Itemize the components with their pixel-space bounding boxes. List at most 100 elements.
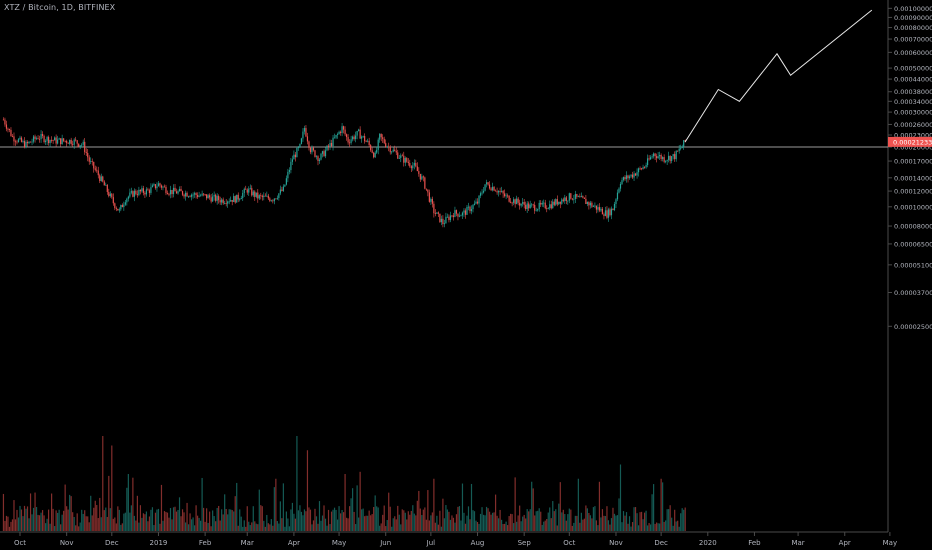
volume-bar	[332, 509, 334, 531]
volume-bar	[570, 509, 572, 531]
candle-body	[73, 139, 75, 145]
volume-bar	[580, 512, 582, 531]
volume-bar	[132, 477, 134, 531]
candle-body	[117, 208, 119, 211]
volume-bar	[403, 510, 405, 531]
y-tick-label: 0.00060000	[894, 49, 932, 57]
volume-bar	[28, 518, 30, 531]
volume-bar	[108, 475, 110, 531]
volume-bar	[380, 523, 382, 531]
volume-bar	[470, 483, 473, 531]
volume-bar	[207, 522, 209, 531]
candle-body	[493, 186, 495, 191]
x-tick-label: Mar	[241, 539, 254, 547]
volume-bar	[391, 526, 393, 531]
candle-body	[5, 124, 8, 129]
candle-body	[431, 198, 433, 204]
candle-body	[224, 203, 226, 204]
candle-body	[335, 134, 337, 138]
candle-body	[507, 195, 509, 197]
candle-body	[475, 201, 477, 204]
candle-body	[460, 215, 462, 217]
volume-bar	[576, 515, 578, 531]
candle-body	[359, 129, 361, 139]
volume-bar	[371, 514, 373, 531]
candle-body	[576, 194, 578, 197]
candle-body	[672, 154, 674, 157]
candle-body	[25, 141, 27, 148]
volume-bar	[427, 490, 429, 531]
candle-body	[195, 193, 197, 196]
candle-body	[592, 206, 595, 207]
volume-bar	[126, 487, 128, 531]
candle-body	[258, 195, 260, 199]
volume-bar	[430, 515, 432, 531]
volume-bar	[464, 523, 467, 531]
volume-bar	[78, 526, 80, 531]
volume-bar	[413, 513, 415, 531]
volume-bar	[177, 510, 179, 531]
volume-bar	[394, 516, 396, 531]
volume-bar	[81, 509, 83, 531]
candle-body	[568, 193, 570, 201]
volume-bar	[204, 521, 206, 531]
candle-body	[448, 216, 450, 221]
volume-bar	[272, 525, 274, 531]
volume-bar	[374, 495, 376, 531]
volume-bar	[520, 521, 522, 531]
candle-body	[47, 137, 50, 144]
candle-body	[314, 150, 316, 157]
volume-bar	[228, 509, 230, 531]
volume-bar	[64, 484, 66, 531]
candle-body	[415, 162, 417, 167]
candle-body	[656, 156, 658, 159]
volume-bar	[625, 512, 628, 531]
x-tick-label: Nov	[60, 539, 74, 547]
volume-bar	[150, 509, 152, 531]
candle-body	[239, 199, 241, 200]
candle-body	[168, 194, 170, 195]
volume-bar	[84, 510, 86, 531]
candle-body	[428, 192, 430, 202]
candle-body	[601, 208, 604, 215]
candle-body	[625, 175, 628, 180]
candle-body	[449, 215, 452, 221]
candle-body	[129, 192, 131, 197]
candle-body	[481, 192, 483, 194]
candle-body	[87, 153, 89, 158]
candle-body	[571, 198, 573, 200]
volume-bar	[355, 524, 357, 531]
volume-bar	[388, 492, 390, 531]
volume-bar	[333, 507, 336, 531]
projection-line	[684, 9, 873, 143]
candle-body	[437, 212, 439, 214]
candle-body	[646, 158, 649, 166]
volume-bar	[672, 525, 674, 531]
candle-body	[555, 199, 557, 205]
candle-body	[398, 157, 400, 159]
volume-bar	[276, 521, 278, 531]
candle-body	[604, 210, 607, 216]
candle-body	[94, 168, 96, 170]
candle-body	[678, 148, 680, 151]
candle-body	[445, 216, 447, 224]
candle-body	[382, 137, 384, 139]
candle-body	[103, 181, 105, 186]
candle-body	[540, 202, 542, 205]
volume-bar	[684, 507, 686, 531]
volume-bar	[397, 505, 399, 531]
candle-body	[367, 140, 369, 142]
y-tick-label: 0.00026000	[894, 121, 932, 129]
candle-body	[309, 147, 312, 153]
volume-bar	[665, 520, 667, 531]
candle-body	[660, 155, 662, 159]
volume-bar	[257, 524, 259, 531]
candle-body	[634, 173, 637, 176]
volume-bar	[412, 505, 414, 531]
candle-body	[457, 213, 459, 217]
volume-bar	[449, 519, 452, 531]
candle-body	[464, 210, 467, 215]
volume-bar	[409, 514, 411, 531]
